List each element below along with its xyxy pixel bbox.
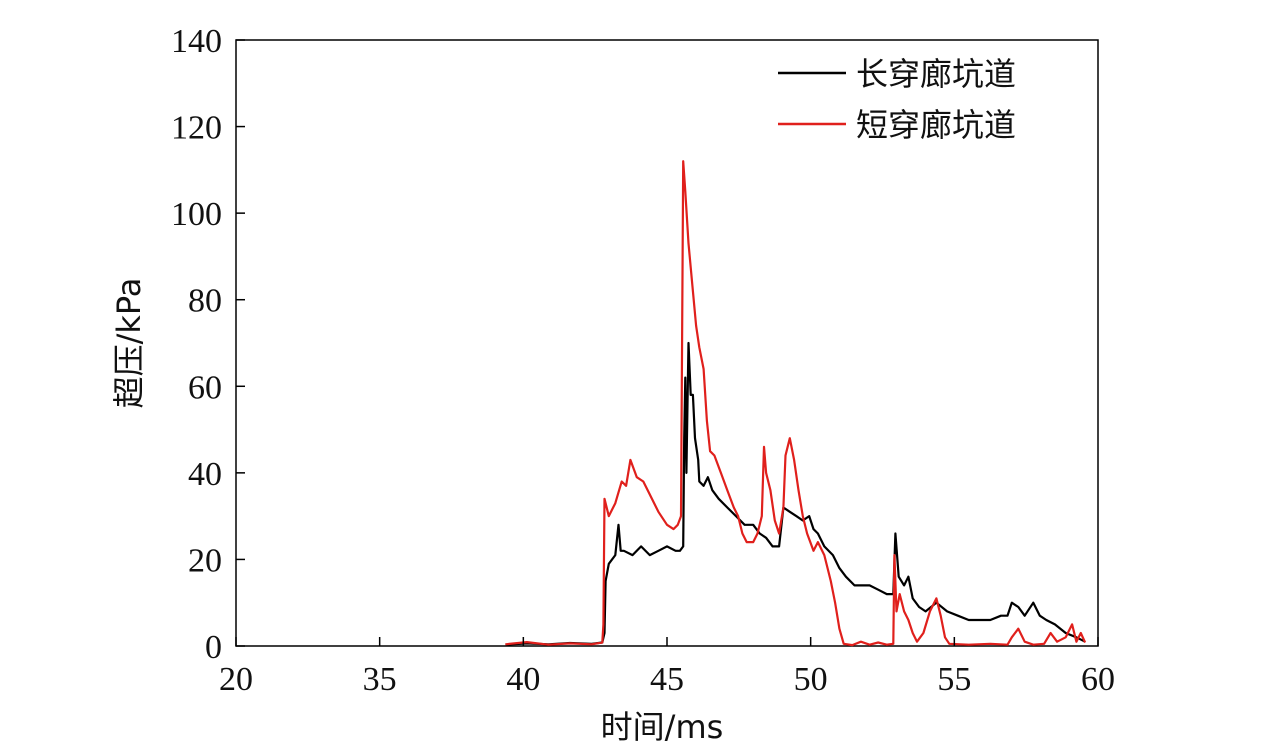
y-axis-title: 超压/kPa (110, 278, 148, 409)
x-tick-label: 40 (506, 661, 540, 698)
y-tick-label: 20 (188, 542, 222, 579)
y-tick-label: 100 (171, 196, 222, 233)
x-axis-ticks: 20 35 40 45 50 55 60 (219, 637, 1115, 698)
x-tick-label: 50 (794, 661, 828, 698)
x-tick-label: 35 (363, 661, 397, 698)
y-tick-label: 0 (205, 629, 222, 666)
y-tick-label: 80 (188, 283, 222, 320)
x-tick-label: 20 (219, 661, 253, 698)
x-tick-label: 55 (937, 661, 971, 698)
series-line-short (505, 160, 1087, 647)
y-tick-label: 120 (171, 110, 222, 147)
legend-label-long: 长穿廊坑道 (856, 55, 1016, 93)
y-tick-label: 140 (171, 23, 222, 60)
x-tick-label: 45 (650, 661, 684, 698)
series-line-long (505, 341, 1086, 646)
legend: 长穿廊坑道 短穿廊坑道 (778, 55, 1016, 144)
x-axis-title: 时间/ms (601, 708, 724, 746)
y-axis-ticks: 0 20 40 60 80 100 120 140 (171, 23, 245, 666)
legend-label-short: 短穿廊坑道 (856, 106, 1016, 144)
y-tick-label: 40 (188, 456, 222, 493)
series-layer (505, 160, 1087, 647)
y-tick-label: 60 (188, 369, 222, 406)
x-tick-label: 60 (1081, 661, 1115, 698)
